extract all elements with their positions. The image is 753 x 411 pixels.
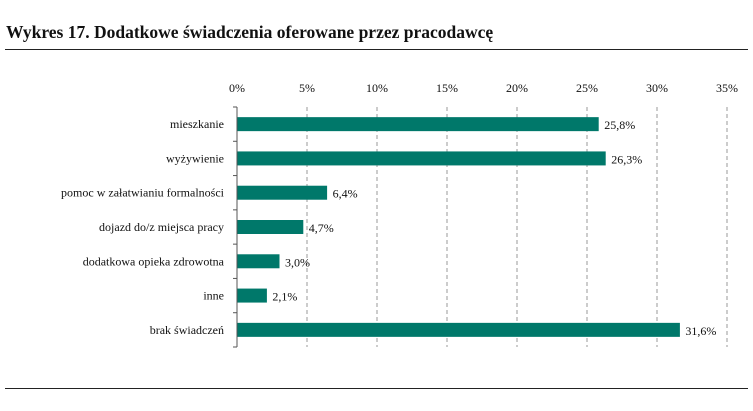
bar <box>237 322 680 337</box>
bar <box>237 151 606 166</box>
data-label: 3,0% <box>285 255 310 269</box>
category-label: dodatkowa opieka zdrowotna <box>83 254 225 268</box>
category-label: pomoc w załatwianiu formalności <box>61 186 225 200</box>
chart-title: Wykres 17. Dodatkowe świadczenia oferowa… <box>6 22 494 42</box>
category-label: mieszkanie <box>170 117 224 131</box>
category-label: inne <box>203 289 224 303</box>
x-tick-label: 25% <box>576 81 598 95</box>
bottom-rule <box>5 388 748 389</box>
bar <box>237 117 599 132</box>
data-label: 4,7% <box>309 221 334 235</box>
data-label: 25,8% <box>604 118 635 132</box>
data-label: 2,1% <box>272 290 297 304</box>
x-tick-label: 35% <box>716 81 738 95</box>
data-label: 26,3% <box>611 152 642 166</box>
category-label: brak świadczeń <box>150 323 224 337</box>
title-underline <box>5 49 748 50</box>
x-tick-label: 5% <box>299 81 315 95</box>
data-label: 6,4% <box>333 187 358 201</box>
x-tick-label: 20% <box>506 81 528 95</box>
x-tick-label: 0% <box>229 81 245 95</box>
x-tick-label: 15% <box>436 81 458 95</box>
bar <box>237 254 280 269</box>
category-label: wyżywienie <box>166 151 224 165</box>
x-tick-label: 10% <box>366 81 388 95</box>
bar <box>237 288 267 303</box>
data-label: 31,6% <box>685 324 716 338</box>
x-tick-label: 30% <box>646 81 668 95</box>
bar <box>237 220 304 234</box>
category-label: dojazd do/z miejsca pracy <box>99 220 224 234</box>
bar <box>237 185 328 200</box>
